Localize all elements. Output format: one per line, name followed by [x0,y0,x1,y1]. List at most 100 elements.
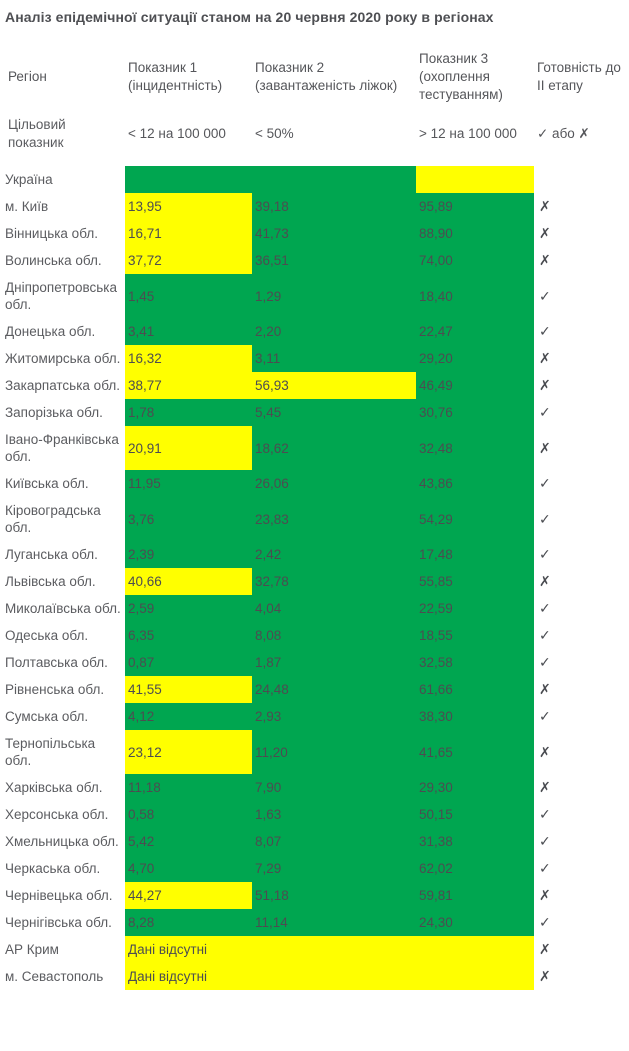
indicator-cell: 23,83 [252,497,416,541]
table-row: Хмельницька обл. 5,42 8,07 31,38 ✓ [5,828,628,855]
cross-icon: ✗ [534,774,628,801]
indicator-cell: 54,29 [416,497,534,541]
region-name: Одеська обл. [5,628,89,643]
indicator-cell: 41,65 [416,730,534,774]
indicator-cell: 4,70 [125,855,252,882]
indicator-cell: 39,18 [252,193,416,220]
indicator-cell: 41,55 [125,676,252,703]
indicator-cell: 29,30 [416,774,534,801]
region-name: Харківська обл. [5,780,103,795]
check-icon: ✓ [534,399,628,426]
indicator-cell: 95,89 [416,193,534,220]
indicator-cell: 41,73 [252,220,416,247]
region-name: Кіровоградська обл. [5,503,101,535]
region-name: Чернівецька обл. [5,888,113,903]
check-icon: ✓ [534,909,628,936]
indicator-cell: 6,35 [125,622,252,649]
region-name: Донецька обл. [5,324,96,339]
indicator-cell: 4,12 [125,703,252,730]
check-icon: ✓ [534,274,628,318]
check-icon: ✓ [534,541,628,568]
region-name: м. Севастополь [5,969,104,984]
indicator-cell: 7,90 [252,774,416,801]
indicator-cell [125,166,252,193]
region-name: м. Київ [5,199,49,214]
indicator-cell: 74,00 [416,247,534,274]
table-row: Рівненська обл. 41,55 24,48 61,66 ✗ [5,676,628,703]
table-row: Закарпатська обл. 38,77 56,93 46,49 ✗ [5,372,628,399]
check-icon: ✓ [534,470,628,497]
indicator-cell: 24,48 [252,676,416,703]
cross-icon: ✗ [534,193,628,220]
cross-icon: ✗ [534,220,628,247]
indicator-cell: 37,72 [125,247,252,274]
col-header-readiness: Готовність до II етапу [537,60,621,93]
region-name: Черкаська обл. [5,861,101,876]
target-indicator2: < 50% [255,126,294,141]
check-icon: ✓ [534,595,628,622]
table-row: Чернівецька обл. 44,27 51,18 59,81 ✗ [5,882,628,909]
indicator-cell: 55,85 [416,568,534,595]
target-indicator1: < 12 на 100 000 [128,126,226,141]
region-name: Запорізька обл. [5,405,103,420]
indicator-cell: 24,30 [416,909,534,936]
indicator-cell: 1,29 [252,274,416,318]
target-indicator3: > 12 на 100 000 [419,126,517,141]
table-row: м. Севастополь Дані відсутні ✗ [5,963,628,990]
table-row: Дніпропетровська обл. 1,45 1,29 18,40 ✓ [5,274,628,318]
table-row: Черкаська обл. 4,70 7,29 62,02 ✓ [5,855,628,882]
cross-icon: ✗ [534,882,628,909]
indicator-cell: 16,71 [125,220,252,247]
cross-icon: ✗ [534,345,628,372]
indicator-cell: 2,20 [252,318,416,345]
indicator-cell [252,166,416,193]
indicator-cell: 8,28 [125,909,252,936]
indicator-cell: 20,91 [125,426,252,470]
region-name: Полтавська обл. [5,655,108,670]
table-row: Кіровоградська обл. 3,76 23,83 54,29 ✓ [5,497,628,541]
region-name: Львівська обл. [5,574,96,589]
col-header-indicator2: Показник 2 (завантаженість ліжок) [255,60,398,93]
target-row-label: Цільовий показник [8,117,66,150]
cross-icon: ✗ [534,247,628,274]
table-row: Житомирська обл. 16,32 3,11 29,20 ✗ [5,345,628,372]
indicator-cell: 23,12 [125,730,252,774]
region-name: Херсонська обл. [5,807,109,822]
indicator-cell: 31,38 [416,828,534,855]
indicator-cell: Дані відсутні [125,936,534,963]
indicator-cell: 59,81 [416,882,534,909]
check-icon: ✓ [534,622,628,649]
indicator-cell: 1,87 [252,649,416,676]
indicator-cell: 3,11 [252,345,416,372]
indicator-cell: 1,45 [125,274,252,318]
table-row: АР Крим Дані відсутні ✗ [5,936,628,963]
regions-table: Регіон Показник 1 (інцидентність) Показн… [5,38,628,990]
table-row: Одеська обл. 6,35 8,08 18,55 ✓ [5,622,628,649]
cross-icon: ✗ [534,963,628,990]
region-name: Івано-Франківська обл. [5,432,119,464]
indicator-cell: 40,66 [125,568,252,595]
indicator-cell: 1,78 [125,399,252,426]
table-row: Волинська обл. 37,72 36,51 74,00 ✗ [5,247,628,274]
target-row: Цільовий показник < 12 на 100 000 < 50% … [5,112,628,166]
indicator-cell: 30,76 [416,399,534,426]
col-header-region: Регіон [8,69,47,84]
indicator-cell: 2,59 [125,595,252,622]
indicator-cell: 29,20 [416,345,534,372]
indicator-cell: 22,59 [416,595,534,622]
indicator-cell: 11,95 [125,470,252,497]
indicator-cell: Дані відсутні [125,963,534,990]
indicator-cell: 17,48 [416,541,534,568]
region-name: Хмельницька обл. [5,834,119,849]
table-row: Київська обл. 11,95 26,06 43,86 ✓ [5,470,628,497]
indicator-cell: 46,49 [416,372,534,399]
indicator-cell: 36,51 [252,247,416,274]
indicator-cell: 61,66 [416,676,534,703]
table-row: Вінницька обл. 16,71 41,73 88,90 ✗ [5,220,628,247]
table-row: Харківська обл. 11,18 7,90 29,30 ✗ [5,774,628,801]
region-name: Рівненська обл. [5,682,105,697]
table-row: м. Київ 13,95 39,18 95,89 ✗ [5,193,628,220]
indicator-cell: 16,32 [125,345,252,372]
check-icon: ✓ [534,649,628,676]
indicator-cell [416,166,534,193]
